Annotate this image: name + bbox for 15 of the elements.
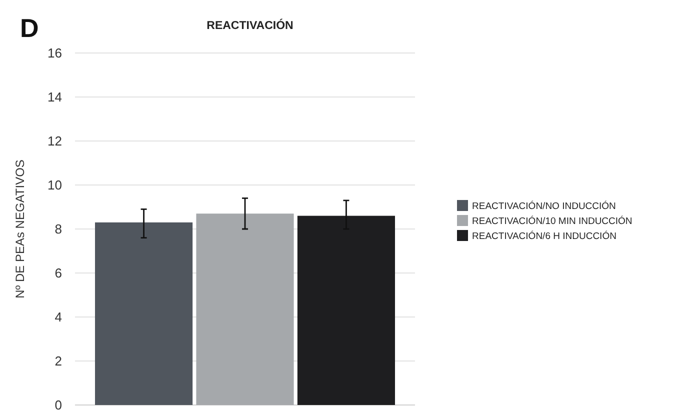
y-tick-label: 12 bbox=[48, 134, 62, 149]
y-tick-label: 8 bbox=[54, 222, 62, 237]
y-tick-label: 6 bbox=[54, 266, 62, 281]
text: D bbox=[20, 13, 39, 43]
y-tick-label: 16 bbox=[48, 46, 62, 61]
legend-label: REACTIVACIÓN/6 H INDUCCIÓN bbox=[472, 230, 617, 242]
y-tick-label: 10 bbox=[48, 178, 62, 193]
y-tick-label: 4 bbox=[54, 310, 62, 325]
y-tick-label: 14 bbox=[48, 90, 62, 105]
y-tick-label: 2 bbox=[54, 354, 62, 369]
legend-label: REACTIVACIÓN/NO INDUCCIÓN bbox=[472, 200, 616, 212]
chart-title: REACTIVACIÓN bbox=[206, 18, 294, 32]
y-tick-label: 0 bbox=[54, 398, 62, 412]
legend-label: REACTIVACIÓN/10 MIN INDUCCIÓN bbox=[472, 214, 632, 227]
y-axis-title: Nº DE PEAs NEGATIVOS bbox=[13, 160, 28, 298]
